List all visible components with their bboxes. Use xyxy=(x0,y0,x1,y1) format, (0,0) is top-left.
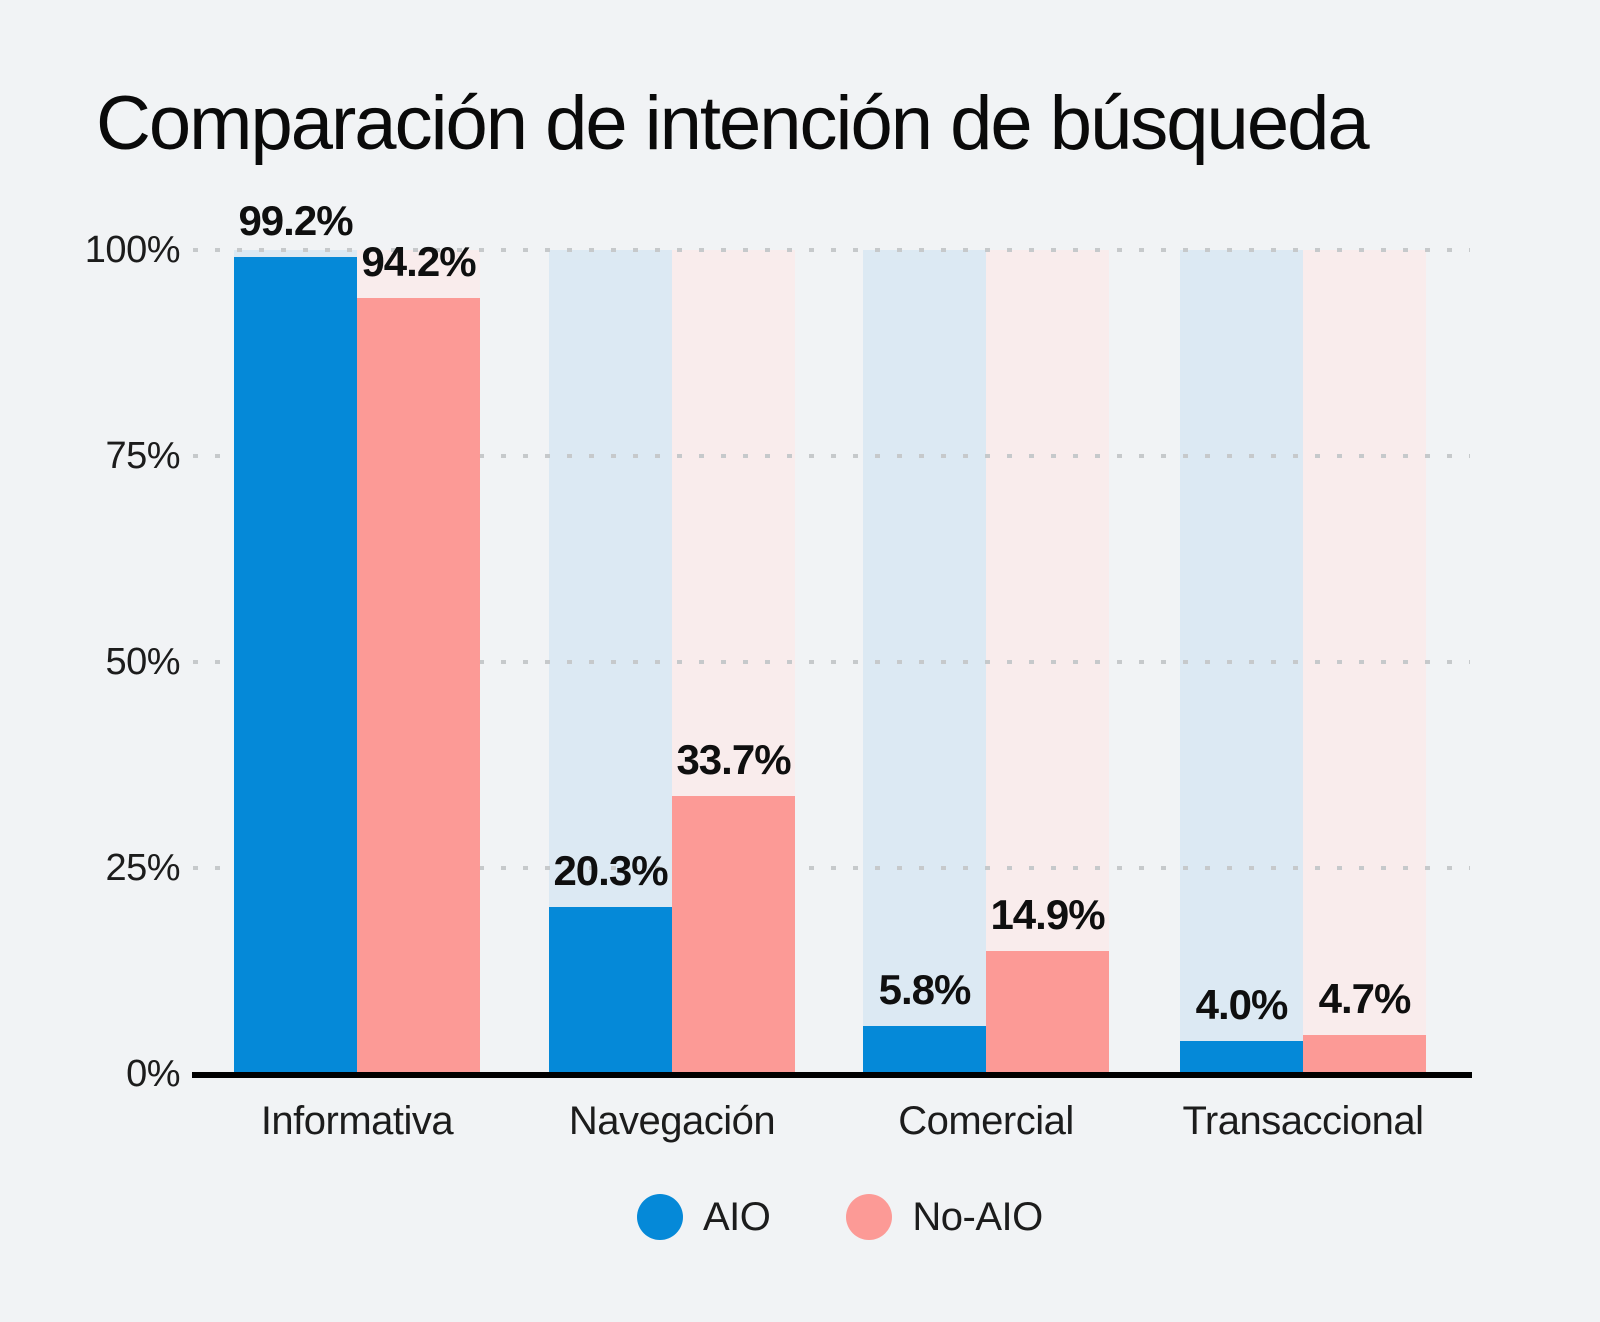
x-axis-category-label: Informativa xyxy=(260,1099,454,1143)
x-axis-category-label: Comercial xyxy=(898,1099,1074,1143)
bar-no-aio-1 xyxy=(672,796,795,1074)
y-axis-tick-label: 75% xyxy=(105,435,180,477)
bar-value-label: 5.8% xyxy=(878,966,972,1014)
gridline-dotted xyxy=(193,248,1470,252)
legend-label-aio: AIO xyxy=(703,1195,771,1239)
legend-item-aio: AIO xyxy=(637,1194,771,1240)
bar-aio-2 xyxy=(863,1026,986,1074)
bar-value-label: 94.2% xyxy=(361,237,476,285)
y-axis-tick-label: 100% xyxy=(84,229,181,271)
bar-value-label: 33.7% xyxy=(676,736,791,784)
legend: AIO No-AIO xyxy=(637,1194,1043,1240)
bar-value-label: 4.7% xyxy=(1318,975,1412,1023)
x-axis-category-label: Transaccional xyxy=(1182,1099,1424,1143)
chart-title: Comparación de intención de búsqueda xyxy=(96,81,1370,166)
bar-aio-1 xyxy=(549,906,672,1074)
x-axis-line xyxy=(192,1072,1472,1078)
legend-swatch-no-aio-icon xyxy=(846,1194,893,1240)
legend-swatch-aio-icon xyxy=(637,1194,683,1240)
bar-no-aio-2 xyxy=(986,951,1109,1074)
bar-aio-0 xyxy=(234,256,357,1074)
bar-value-label: 20.3% xyxy=(553,846,668,894)
bar-value-label: 4.0% xyxy=(1195,981,1289,1029)
bar-no-aio-3 xyxy=(1303,1035,1426,1074)
y-axis-tick-label: 25% xyxy=(105,847,180,889)
bar-value-label: 14.9% xyxy=(990,891,1105,939)
bar-value-label: 99.2% xyxy=(238,196,353,244)
gridline-dotted xyxy=(193,454,1470,458)
gridline-dotted xyxy=(193,866,1470,870)
y-axis-tick-label: 0% xyxy=(126,1053,180,1095)
x-axis-category-label: Navegación xyxy=(568,1099,776,1143)
legend-label-no-aio: No-AIO xyxy=(912,1195,1043,1239)
gridline-dotted xyxy=(193,660,1470,664)
y-axis-tick-label: 50% xyxy=(105,641,180,683)
bar-no-aio-0 xyxy=(357,297,480,1074)
legend-item-no-aio: No-AIO xyxy=(846,1194,1043,1240)
bar-aio-3 xyxy=(1180,1041,1303,1074)
